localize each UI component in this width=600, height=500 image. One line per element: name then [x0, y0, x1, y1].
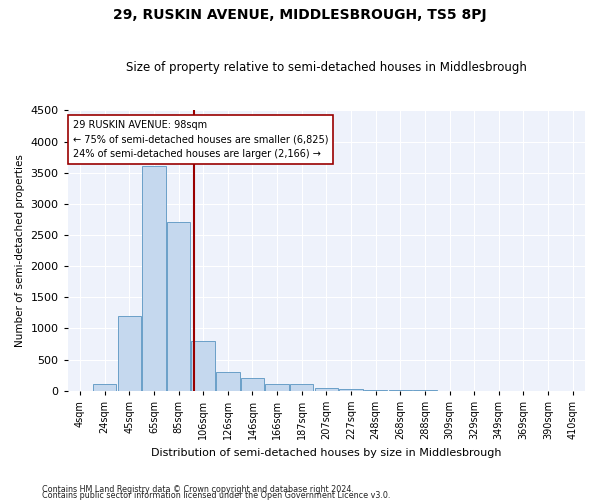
Text: 29, RUSKIN AVENUE, MIDDLESBROUGH, TS5 8PJ: 29, RUSKIN AVENUE, MIDDLESBROUGH, TS5 8P…	[113, 8, 487, 22]
Text: Contains public sector information licensed under the Open Government Licence v3: Contains public sector information licen…	[42, 491, 391, 500]
Bar	[216, 372, 239, 390]
Bar	[339, 389, 362, 390]
Bar	[290, 384, 313, 390]
Bar	[265, 384, 289, 390]
Bar	[314, 388, 338, 390]
Bar	[142, 166, 166, 390]
Bar	[93, 384, 116, 390]
Text: Contains HM Land Registry data © Crown copyright and database right 2024.: Contains HM Land Registry data © Crown c…	[42, 485, 354, 494]
Y-axis label: Number of semi-detached properties: Number of semi-detached properties	[15, 154, 25, 347]
Text: 29 RUSKIN AVENUE: 98sqm
← 75% of semi-detached houses are smaller (6,825)
24% of: 29 RUSKIN AVENUE: 98sqm ← 75% of semi-de…	[73, 120, 328, 160]
Bar	[167, 222, 190, 390]
X-axis label: Distribution of semi-detached houses by size in Middlesbrough: Distribution of semi-detached houses by …	[151, 448, 502, 458]
Bar	[191, 341, 215, 390]
Bar	[118, 316, 141, 390]
Bar	[241, 378, 264, 390]
Title: Size of property relative to semi-detached houses in Middlesbrough: Size of property relative to semi-detach…	[126, 62, 527, 74]
